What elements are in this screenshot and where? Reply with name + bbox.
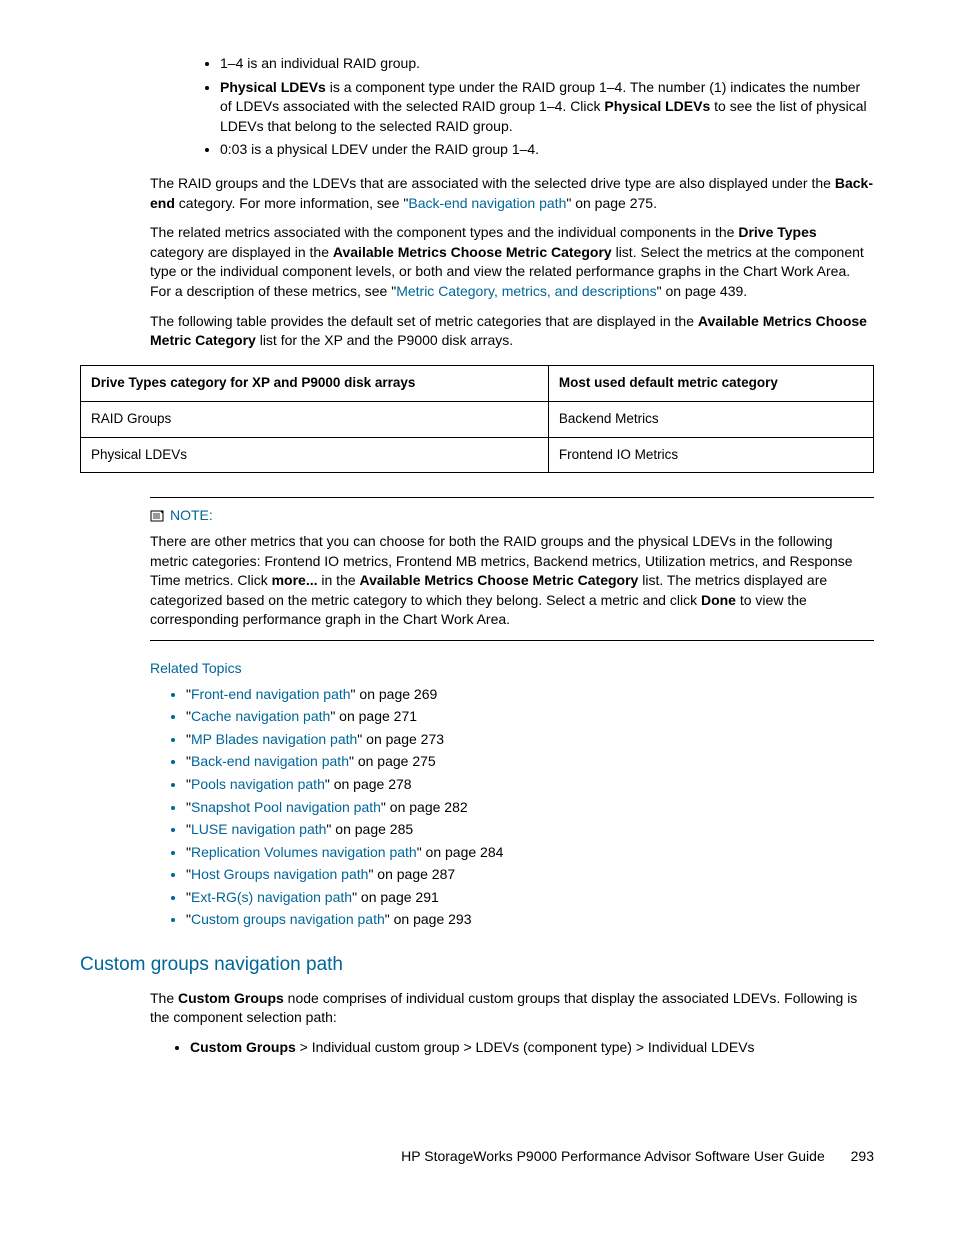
table-row: RAID Groups Backend Metrics [81, 401, 874, 437]
note-box: NOTE: There are other metrics that you c… [150, 497, 874, 641]
list-item: "Front-end navigation path" on page 269 [186, 685, 874, 705]
text: Physical LDEVs [604, 98, 710, 114]
list-item: "Back-end navigation path" on page 275 [186, 752, 874, 772]
related-link[interactable]: LUSE navigation path [191, 821, 326, 837]
related-link[interactable]: Pools navigation path [191, 776, 325, 792]
text: in the [318, 572, 360, 588]
note-heading: NOTE: [150, 506, 874, 526]
text: Drive Types [738, 224, 816, 240]
text: Available Metrics Choose Metric Category [333, 244, 612, 260]
note-area: NOTE: There are other metrics that you c… [150, 497, 874, 930]
table-row: Physical LDEVs Frontend IO Metrics [81, 437, 874, 473]
list-item: "Snapshot Pool navigation path" on page … [186, 798, 874, 818]
text: " on page 439. [657, 283, 748, 299]
text: Available Metrics Choose Metric Category [360, 572, 639, 588]
list-item: Physical LDEVs is a component type under… [220, 78, 874, 137]
related-link[interactable]: Replication Volumes navigation path [191, 844, 417, 860]
section-heading: Custom groups navigation path [80, 952, 874, 979]
text: The RAID groups and the LDEVs that are a… [150, 175, 835, 191]
text: 1–4 is an individual RAID group. [220, 55, 420, 71]
text: " on page 275. [566, 195, 657, 211]
list-item: 0:03 is a physical LDEV under the RAID g… [220, 140, 874, 160]
related-link[interactable]: Front-end navigation path [191, 686, 351, 702]
page-footer: HP StorageWorks P9000 Performance Adviso… [80, 1147, 874, 1167]
section2-bullets: Custom Groups > Individual custom group … [150, 1038, 874, 1058]
related-topics-list: "Front-end navigation path" on page 269"… [150, 685, 874, 931]
table-cell: Frontend IO Metrics [548, 437, 873, 473]
list-item: "Custom groups navigation path" on page … [186, 910, 874, 930]
section2-body: The Custom Groups node comprises of indi… [150, 989, 874, 1058]
text: category. For more information, see " [175, 195, 408, 211]
list-item: "Ext-RG(s) navigation path" on page 291 [186, 888, 874, 908]
note-label: NOTE: [170, 506, 213, 526]
metric-category-link[interactable]: Metric Category, metrics, and descriptio… [396, 283, 656, 299]
related-topics-heading: Related Topics [150, 659, 874, 679]
text: list for the XP and the P9000 disk array… [256, 332, 513, 348]
list-item: "Host Groups navigation path" on page 28… [186, 865, 874, 885]
text: The related metrics associated with the … [150, 224, 738, 240]
paragraph: The Custom Groups node comprises of indi… [150, 989, 874, 1028]
related-link[interactable]: Cache navigation path [191, 708, 330, 724]
text: category are displayed in the [150, 244, 333, 260]
related-link[interactable]: Custom groups navigation path [191, 911, 385, 927]
note-body: There are other metrics that you can cho… [150, 532, 874, 630]
list-item: "Pools navigation path" on page 278 [186, 775, 874, 795]
related-link[interactable]: Ext-RG(s) navigation path [191, 889, 352, 905]
text: 0:03 is a physical LDEV under the RAID g… [220, 141, 539, 157]
text: Done [701, 592, 736, 608]
back-end-link[interactable]: Back-end navigation path [408, 195, 566, 211]
related-link[interactable]: MP Blades navigation path [191, 731, 357, 747]
list-item: 1–4 is an individual RAID group. [220, 54, 874, 74]
footer-title: HP StorageWorks P9000 Performance Adviso… [401, 1148, 825, 1164]
text: Custom Groups [190, 1039, 296, 1055]
table-header: Drive Types category for XP and P9000 di… [81, 365, 549, 401]
table-header-row: Drive Types category for XP and P9000 di… [81, 365, 874, 401]
text: > Individual custom group > LDEVs (compo… [296, 1039, 755, 1055]
list-item: "Cache navigation path" on page 271 [186, 707, 874, 727]
related-link[interactable]: Snapshot Pool navigation path [191, 799, 381, 815]
top-bullet-list: 1–4 is an individual RAID group. Physica… [180, 54, 874, 160]
paragraph: The related metrics associated with the … [150, 223, 874, 301]
table-cell: RAID Groups [81, 401, 549, 437]
related-link[interactable]: Host Groups navigation path [191, 866, 368, 882]
list-item: Custom Groups > Individual custom group … [190, 1038, 874, 1058]
related-link[interactable]: Back-end navigation path [191, 753, 349, 769]
page-number: 293 [851, 1148, 874, 1164]
text: Physical LDEVs [220, 79, 326, 95]
content-area: 1–4 is an individual RAID group. Physica… [150, 54, 874, 351]
table-cell: Backend Metrics [548, 401, 873, 437]
table-cell: Physical LDEVs [81, 437, 549, 473]
list-item: "MP Blades navigation path" on page 273 [186, 730, 874, 750]
text: more... [272, 572, 318, 588]
text: The [150, 990, 178, 1006]
table-header: Most used default metric category [548, 365, 873, 401]
text: The following table provides the default… [150, 313, 698, 329]
note-icon [150, 509, 166, 523]
metrics-table: Drive Types category for XP and P9000 di… [80, 365, 874, 474]
paragraph: The RAID groups and the LDEVs that are a… [150, 174, 874, 213]
paragraph: The following table provides the default… [150, 312, 874, 351]
list-item: "LUSE navigation path" on page 285 [186, 820, 874, 840]
text: Custom Groups [178, 990, 284, 1006]
list-item: "Replication Volumes navigation path" on… [186, 843, 874, 863]
